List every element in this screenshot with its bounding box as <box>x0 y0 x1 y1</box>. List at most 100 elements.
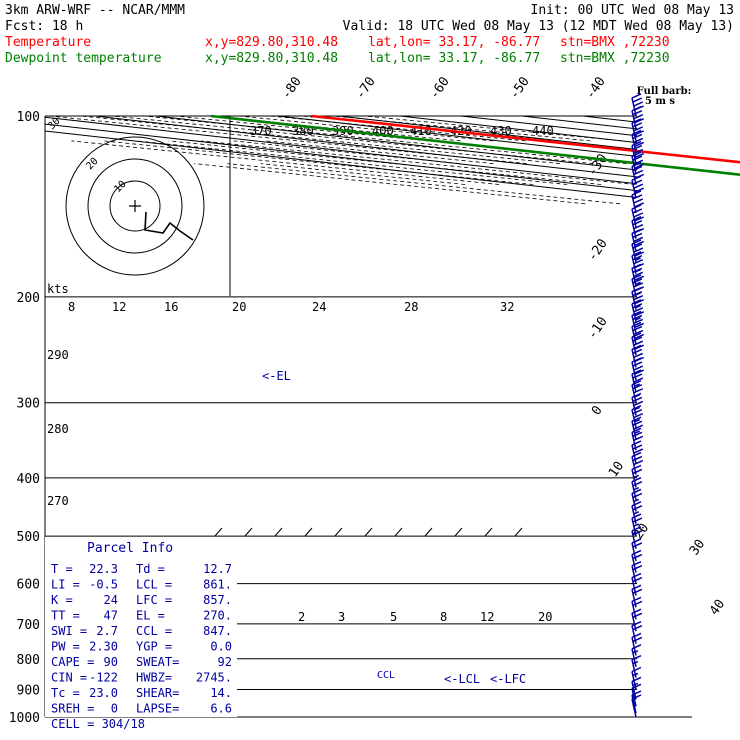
isotherm-label--60: -60 <box>427 74 453 102</box>
theta-label-270: 270 <box>47 494 69 508</box>
barb-flag <box>631 620 642 627</box>
barb-flag <box>634 240 645 247</box>
barb-flag <box>631 310 642 317</box>
barb-flag <box>632 612 643 618</box>
parcel-label: PW = <box>51 640 80 654</box>
wind-barb <box>631 676 642 700</box>
pressure-tick-800: 800 <box>17 653 40 668</box>
barb-flag <box>633 412 644 419</box>
barb-flag <box>631 501 642 507</box>
parcel-label: SREH = <box>51 702 94 716</box>
parcel-info-panel: Parcel Info T = 22.3 Td = 12.7 LI = -0.5 LCL = 8… <box>45 537 237 731</box>
isotherm-label-40: 40 <box>707 597 728 618</box>
barb-flag <box>632 588 643 595</box>
barb-flag <box>631 151 642 157</box>
barb-flag <box>633 183 644 189</box>
barb-flag <box>633 114 644 120</box>
barb-flag <box>633 365 644 371</box>
barb-staff <box>631 315 637 334</box>
parcel-label: CELL = 304/18 <box>51 717 145 731</box>
hodo-ring-label-20: 20 <box>84 156 100 172</box>
mixing-ratio-label-5: 5 <box>390 610 397 624</box>
barb-half-flag <box>635 317 641 321</box>
dewpoint-label: Dewpoint temperature <box>5 51 162 66</box>
barb-flag <box>632 144 643 151</box>
barb-flag <box>631 106 642 112</box>
parcel-label: CAPE = <box>51 655 94 669</box>
barb-flag <box>634 344 645 350</box>
parcel-value: 861. <box>203 578 232 592</box>
parcel-value: -122 <box>89 671 118 685</box>
parcel-value: 270. <box>203 609 232 623</box>
barb-flag <box>633 236 644 243</box>
barb-flag <box>633 388 644 394</box>
barb-flag <box>633 307 644 313</box>
barb-flag <box>631 369 642 375</box>
barb-flag <box>634 216 645 222</box>
tick-mark <box>394 527 403 537</box>
barb-flag <box>631 228 642 235</box>
wind-barb <box>631 175 645 199</box>
temperature-station: stn=BMX ,72230 <box>560 35 670 50</box>
parcel-value: 2.30 <box>89 640 118 654</box>
barb-flag <box>632 636 643 643</box>
pressure-tick-500: 500 <box>17 530 40 545</box>
pressure-tick-300: 300 <box>17 397 40 412</box>
mixing-ratio-label-8: 8 <box>440 610 447 624</box>
barb-flag <box>633 223 644 230</box>
barb-flag <box>634 251 645 257</box>
barb-flag <box>632 468 643 475</box>
parcel-value: 2.7 <box>96 624 118 638</box>
barb-flag <box>632 361 643 367</box>
wind-barb <box>631 321 645 345</box>
hodo-trace <box>144 211 194 241</box>
barb-flag <box>631 190 642 196</box>
barb-half-flag <box>635 304 641 309</box>
barb-flag <box>633 169 644 176</box>
parcel-label: YGP = <box>136 640 172 654</box>
barb-flag <box>631 584 642 591</box>
barb-flag <box>632 455 643 462</box>
barb-flag <box>632 165 643 172</box>
barb-flag <box>632 194 643 200</box>
barb-half-flag <box>635 281 641 285</box>
barb-flag <box>633 259 644 265</box>
barb-staff <box>631 421 637 440</box>
dry-adiabat <box>71 140 500 185</box>
temperature-xy: x,y=829.80,310.48 <box>205 35 338 50</box>
barb-flag <box>633 294 644 301</box>
dry-adiabat <box>201 140 636 185</box>
barb-half-flag <box>633 511 640 515</box>
barb-flag <box>633 137 644 144</box>
barb-flag <box>632 290 643 297</box>
barb-half-flag <box>632 650 639 654</box>
pressure-tick-200: 200 <box>17 291 40 306</box>
barb-flag <box>632 110 643 116</box>
barb-flag <box>633 148 644 155</box>
wind-barb <box>631 332 645 356</box>
barb-flag <box>632 219 643 226</box>
upper-axis-label-24: 24 <box>312 300 326 314</box>
parcel-value: 47 <box>104 609 118 623</box>
barb-flag <box>631 416 642 422</box>
barb-flag <box>633 101 644 107</box>
barb-half-flag <box>634 430 640 434</box>
barb-flag <box>631 513 642 519</box>
barb-flag <box>632 431 643 438</box>
hodograph: kts 10 20 30 <box>46 116 205 296</box>
parcel-label: LAPSE= <box>136 702 179 716</box>
wind-barb <box>631 310 645 334</box>
model-title: 3km ARW-WRF -- NCAR/MMM <box>5 3 185 18</box>
barb-flag <box>634 141 645 148</box>
barb-flag <box>631 274 642 280</box>
barb-flag <box>631 690 642 696</box>
barb-flag <box>631 161 642 168</box>
wind-barb <box>631 477 643 500</box>
barb-flag <box>632 243 643 249</box>
parcel-label: HWBZ= <box>136 671 172 685</box>
barb-half-flag <box>633 487 640 491</box>
parcel-label: K = <box>51 593 73 607</box>
barb-flag <box>631 251 642 257</box>
pressure-tick-100: 100 <box>17 110 40 125</box>
theta-e-label-440: 440 <box>532 124 554 138</box>
